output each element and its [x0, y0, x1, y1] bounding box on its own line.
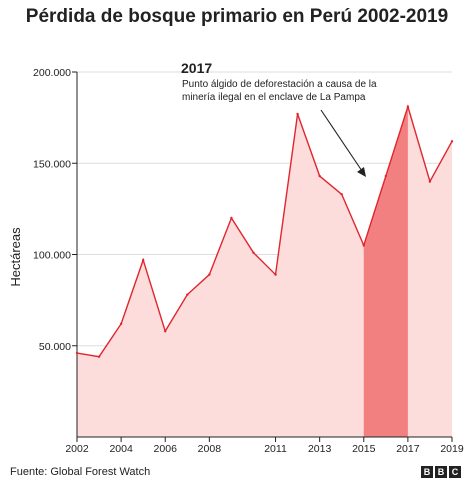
data-point — [340, 193, 343, 196]
y-tick-label: 150.000 — [33, 158, 71, 170]
data-point — [450, 140, 454, 143]
bbc-logo: B B C — [421, 466, 461, 478]
y-tick-label: 200.000 — [33, 67, 71, 79]
data-point — [318, 174, 321, 178]
logo-letter: C — [449, 466, 461, 478]
data-point — [362, 244, 365, 247]
data-point — [296, 112, 299, 116]
y-axis-label: Hectáreas — [8, 227, 23, 287]
annotation-arrow-line — [320, 109, 363, 172]
data-point — [186, 293, 189, 296]
data-point — [97, 355, 101, 358]
data-point — [252, 251, 255, 254]
data-point — [119, 322, 123, 326]
x-tick-label: 2004 — [109, 443, 133, 455]
x-tick-label: 2019 — [440, 443, 464, 455]
x-tick-label: 2013 — [308, 443, 332, 455]
annotation-year: 2017 — [181, 60, 212, 76]
x-axis: 2002 2004 2006 2008 2011 2013 2015 2017 2019 — [65, 436, 464, 455]
source-note: Fuente: Global Forest Watch — [10, 466, 151, 478]
y-tick-label: 100.000 — [33, 250, 71, 262]
data-point — [230, 216, 233, 220]
data-point — [208, 273, 211, 276]
x-tick-label: 2008 — [198, 443, 222, 455]
y-axis: 50.000 100.000 150.000 200.000 — [33, 67, 78, 437]
x-tick-label: 2011 — [264, 443, 287, 455]
x-tick-label: 2006 — [154, 443, 178, 455]
highlight-region — [363, 106, 408, 438]
data-point — [75, 351, 79, 355]
annotation: 2017 Punto álgido de deforestación a cau… — [181, 60, 377, 177]
x-tick-label: 2017 — [396, 443, 420, 455]
chart-title: Pérdida de bosque primario en Perú 2002-… — [25, 6, 449, 27]
data-point — [384, 174, 388, 178]
area-fill — [77, 106, 452, 438]
annotation-text-line2: minería ilegal en el enclave de La Pampa — [182, 92, 366, 103]
data-points — [75, 105, 454, 358]
data-point — [164, 329, 167, 333]
data-point — [141, 258, 145, 262]
data-point — [406, 105, 410, 108]
data-point — [274, 273, 277, 276]
data-line — [76, 104, 453, 358]
y-tick-label: 50.000 — [39, 341, 71, 353]
x-tick-label: 2015 — [352, 443, 376, 455]
annotation-text-line1: Punto álgido de deforestación a causa de… — [182, 79, 377, 90]
logo-letter: B — [435, 466, 447, 478]
data-point — [428, 180, 432, 183]
annotation-arrowhead — [357, 167, 366, 177]
logo-letter: B — [421, 466, 433, 478]
x-tick-label: 2002 — [65, 443, 89, 455]
